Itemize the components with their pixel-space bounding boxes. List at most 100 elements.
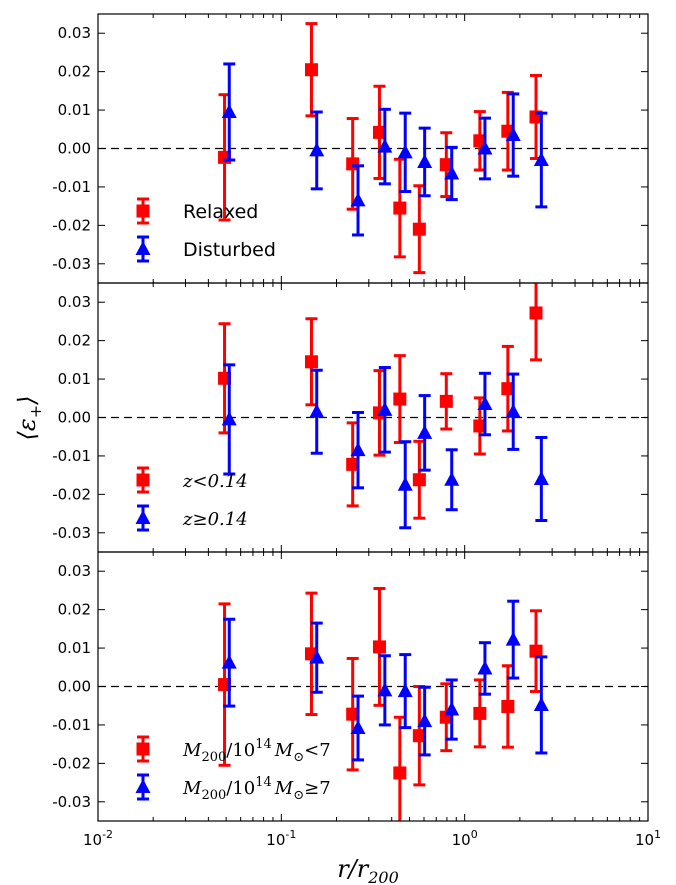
legend-marker — [136, 473, 150, 487]
data-point — [397, 476, 413, 491]
y-tick-label: 0.00 — [58, 140, 91, 158]
panel-3: -0.03 -0.02 -0.01 0.00 0.01 0.02 0.03 M200/1014… — [52, 551, 649, 822]
y-tick-label: -0.01 — [52, 178, 91, 196]
data-point — [397, 683, 413, 698]
data-point — [473, 706, 487, 720]
data-point — [372, 125, 386, 139]
data-point — [501, 382, 515, 396]
data-point — [477, 660, 493, 675]
y-axis-title: ⟨ε+⟩ — [13, 395, 45, 440]
data-point — [533, 696, 549, 711]
data-point — [505, 403, 521, 418]
panels: -0.03 -0.02 -0.01 0.00 0.01 0.02 0.03 Relaxed Di… — [52, 13, 649, 822]
data-point — [477, 396, 493, 411]
y-tick-label: -0.01 — [52, 716, 91, 734]
x-axis-title: r/r200 — [337, 855, 399, 885]
legend: Relaxed Disturbed — [135, 197, 276, 263]
x-tick-label: 10-1 — [266, 828, 296, 849]
x-axis: 10-2 10-1 100 101 — [83, 828, 661, 849]
data-point — [350, 192, 366, 207]
data-point — [529, 644, 543, 658]
y-tick-label: 0.02 — [58, 332, 91, 350]
data-point — [393, 766, 407, 780]
y-tick-label: 0.01 — [58, 370, 91, 388]
data-point — [304, 63, 318, 77]
data-point — [397, 144, 413, 159]
y-tick-label: 0.00 — [58, 678, 91, 696]
data-point — [346, 457, 360, 471]
data-point — [473, 419, 487, 433]
data-point — [417, 424, 433, 439]
data-point — [377, 138, 393, 153]
data-point — [412, 473, 426, 487]
y-tick-label: 0.01 — [58, 639, 91, 657]
y-tick-label: -0.03 — [52, 793, 91, 811]
y-tick-label: -0.03 — [52, 524, 91, 542]
data-point — [377, 401, 393, 416]
data-point — [533, 152, 549, 167]
series-red — [218, 283, 543, 520]
data-point — [477, 140, 493, 155]
series-blue — [221, 599, 549, 762]
data-point — [393, 201, 407, 215]
data-point — [393, 392, 407, 406]
y-tick-label: -0.02 — [52, 754, 91, 772]
data-point — [501, 699, 515, 713]
data-point — [350, 720, 366, 735]
data-point — [533, 470, 549, 485]
y-tick-label: -0.02 — [52, 216, 91, 234]
data-point — [309, 142, 325, 157]
data-series — [218, 587, 549, 821]
series-blue — [221, 363, 549, 530]
series-blue — [221, 62, 549, 237]
legend-label: Relaxed — [183, 201, 258, 223]
data-point — [309, 403, 325, 418]
legend-marker — [135, 510, 151, 524]
y-tick-label: 0.00 — [58, 409, 91, 427]
data-point — [444, 165, 460, 180]
x-tick-label: 100 — [452, 828, 478, 849]
data-point — [221, 411, 237, 426]
x-tick-label: 10-2 — [83, 828, 113, 849]
legend-marker — [135, 779, 151, 793]
series-red — [218, 587, 543, 821]
data-point — [439, 158, 453, 172]
y-tick-label: 0.03 — [58, 562, 91, 580]
panel-frame — [97, 551, 649, 822]
legend: M200/1014 M⊙<7 M200/1014 M⊙≥7 — [135, 735, 331, 803]
y-tick-label: 0.03 — [58, 24, 91, 42]
data-series — [218, 22, 549, 275]
data-point — [439, 394, 453, 408]
y-tick-label: -0.03 — [52, 255, 91, 273]
data-series — [218, 283, 549, 530]
panel-2: -0.03 -0.02 -0.01 0.00 0.01 0.02 0.03 z<0.14 z≥0… — [52, 282, 649, 553]
y-tick-label: 0.03 — [58, 293, 91, 311]
x-tick-label: 101 — [635, 828, 661, 849]
data-point — [505, 127, 521, 142]
data-point — [221, 654, 237, 669]
panel-1: -0.03 -0.02 -0.01 0.00 0.01 0.02 0.03 Relaxed Di… — [52, 13, 649, 284]
legend-label: M200/1014 M⊙<7 — [182, 737, 331, 765]
legend-label: z≥0.14 — [182, 509, 248, 530]
data-point — [417, 153, 433, 168]
legend: z<0.14 z≥0.14 — [135, 466, 248, 532]
legend-label: Disturbed — [183, 239, 276, 261]
legend-label: z<0.14 — [182, 471, 248, 492]
y-tick-label: 0.01 — [58, 101, 91, 119]
data-point — [304, 355, 318, 369]
data-point — [346, 707, 360, 721]
data-point — [444, 701, 460, 716]
data-point — [417, 713, 433, 728]
data-point — [372, 640, 386, 654]
legend-marker — [135, 241, 151, 255]
data-point — [309, 649, 325, 664]
y-tick-label: 0.02 — [58, 601, 91, 619]
y-tick-label: -0.02 — [52, 485, 91, 503]
data-point — [412, 222, 426, 236]
data-point — [444, 471, 460, 486]
y-tick-label: 0.02 — [58, 63, 91, 81]
data-point — [350, 442, 366, 457]
data-point — [377, 682, 393, 697]
y-tick-label: -0.01 — [52, 447, 91, 465]
